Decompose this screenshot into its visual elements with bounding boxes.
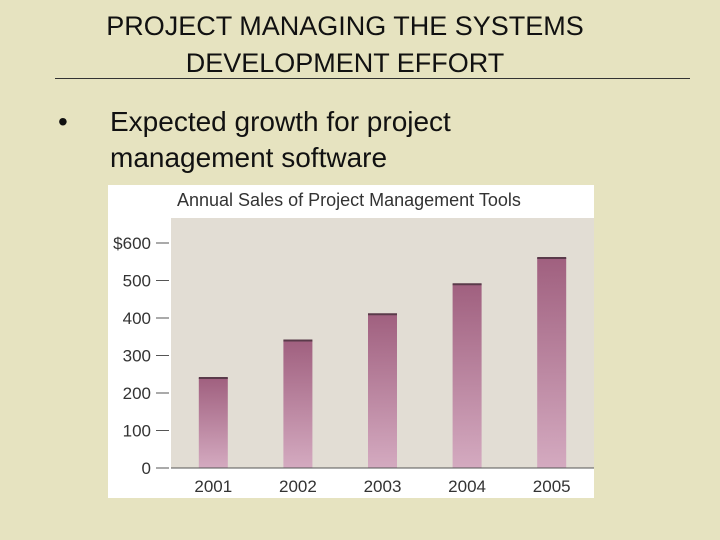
title-divider [55,78,690,79]
bar-2001 [198,378,228,468]
x-tick-label: 2001 [194,477,232,496]
y-tick-label: $600 [113,234,151,253]
bar-2004 [452,284,482,468]
x-tick-label: 2002 [279,477,317,496]
y-tick-label: 0 [142,459,151,478]
y-tick-label: 400 [123,309,151,328]
y-tick-label: 500 [123,272,151,291]
slide-title-line-1: PROJECT MANAGING THE SYSTEMS [106,11,584,41]
y-tick-label: 200 [123,384,151,403]
x-tick-label: 2005 [533,477,571,496]
bar-2003 [368,314,397,468]
bar-chart: Annual Sales of Project Management Tools… [113,190,594,496]
bullet-text: Expected growth for project management s… [110,106,451,173]
x-tick-label: 2004 [448,477,486,496]
bar-2005 [537,258,567,468]
y-tick-label: 100 [123,422,151,441]
slide-title: PROJECT MANAGING THE SYSTEMS DEVELOPMENT… [60,8,630,82]
chart-panel: Annual Sales of Project Management Tools… [108,185,594,498]
slide-title-line-2: DEVELOPMENT EFFORT [185,48,505,78]
x-tick-label: 2003 [364,477,402,496]
y-tick-label: 300 [123,347,151,366]
chart-title: Annual Sales of Project Management Tools [177,190,521,210]
bullet-marker: • [58,106,68,137]
bar-2002 [283,340,313,468]
